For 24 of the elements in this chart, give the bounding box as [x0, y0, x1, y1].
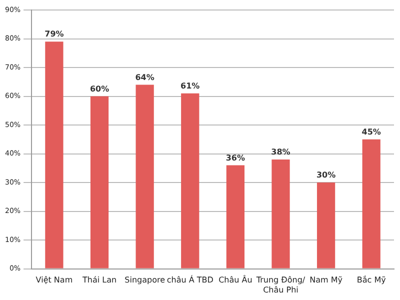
bar [362, 139, 380, 268]
bar [181, 93, 200, 268]
x-tick-label: Bắc Mỹ [356, 274, 386, 285]
data-label: 30% [316, 170, 336, 180]
data-label: 61% [180, 81, 200, 90]
data-label: 79% [44, 30, 64, 39]
data-label: 36% [226, 153, 246, 162]
data-label: 45% [362, 127, 381, 136]
data-label: 64% [135, 72, 154, 82]
data-label: 60% [90, 84, 110, 94]
bar [90, 96, 109, 268]
x-tick-label: Nam Mỹ [310, 276, 343, 285]
bar [316, 182, 336, 268]
x-tick-label: Trung Đông/ Châu Phi [255, 276, 306, 294]
x-tick-label: Việt Nam [36, 276, 73, 285]
bar [226, 165, 244, 268]
x-tick-label: Thái Lan [81, 276, 117, 285]
bar [272, 160, 290, 268]
bar [136, 84, 154, 268]
bar [45, 42, 64, 268]
x-tick-label: Châu Âu [218, 274, 252, 285]
x-tick-label: Singapore [124, 276, 166, 285]
x-tick-label: châu Á TBD [166, 274, 214, 285]
data-label: 38% [271, 148, 290, 157]
